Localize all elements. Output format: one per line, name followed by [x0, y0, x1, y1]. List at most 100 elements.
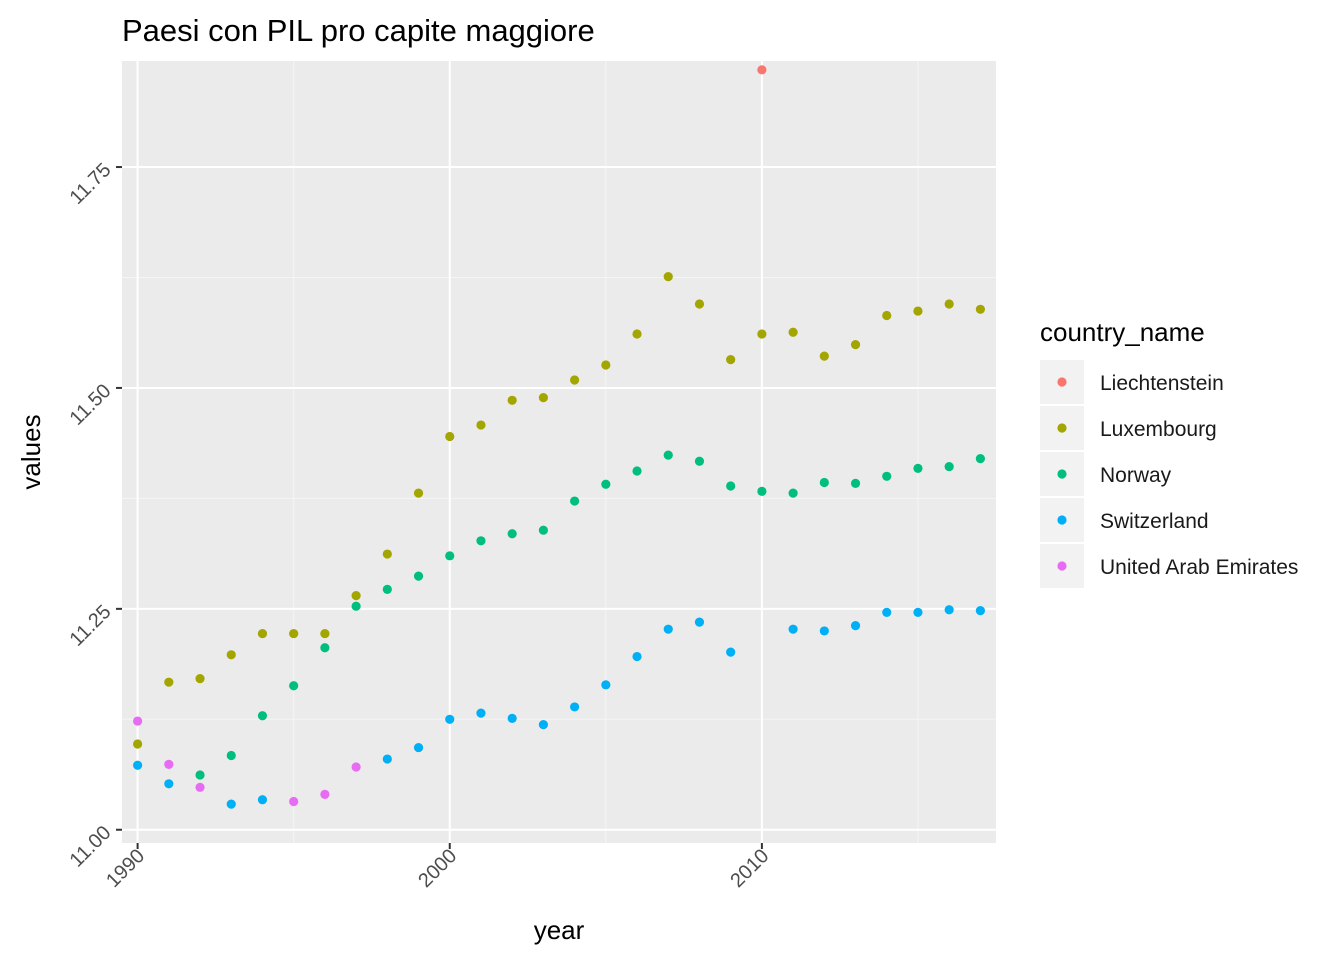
point-luxembourg	[882, 310, 892, 321]
legend-title: country_name	[1040, 317, 1205, 347]
point-switzerland	[788, 624, 798, 634]
point-united-arab-emirates	[164, 759, 174, 769]
y-tick-label: 11.50	[66, 380, 116, 430]
legend-marker-luxembourg	[1057, 423, 1067, 433]
y-tick-label: 11.00	[66, 822, 116, 872]
point-luxembourg	[413, 488, 424, 498]
point-norway	[351, 601, 361, 611]
legend-label-liechtenstein: Liechtenstein	[1100, 372, 1224, 395]
point-norway	[382, 584, 392, 595]
point-norway	[788, 488, 798, 498]
point-luxembourg	[445, 431, 455, 442]
point-switzerland	[538, 719, 548, 730]
point-norway	[975, 454, 985, 464]
point-switzerland	[382, 754, 392, 764]
plot-panel	[122, 61, 996, 843]
point-norway	[694, 456, 705, 466]
point-norway	[601, 479, 611, 489]
grid-minor	[122, 61, 996, 843]
legend-marker-switzerland	[1057, 515, 1067, 525]
point-luxembourg	[788, 327, 798, 337]
point-luxembourg	[850, 340, 861, 350]
point-luxembourg	[133, 739, 143, 749]
point-united-arab-emirates	[133, 716, 143, 726]
x-tick-label: 2000	[414, 845, 461, 892]
legend-label-norway: Norway	[1100, 464, 1172, 487]
x-tick-label: 1990	[102, 845, 149, 892]
grid-major	[122, 61, 996, 843]
point-switzerland	[257, 795, 268, 805]
y-tick-label: 11.75	[66, 159, 116, 209]
point-norway	[226, 750, 236, 761]
point-norway	[850, 478, 861, 488]
point-switzerland	[413, 742, 424, 753]
point-united-arab-emirates	[320, 789, 330, 800]
data-points	[133, 65, 985, 809]
point-luxembourg	[726, 355, 736, 365]
chart-title: Paesi con PIL pro capite maggiore	[122, 13, 595, 48]
point-norway	[663, 450, 673, 460]
point-luxembourg	[226, 650, 236, 660]
point-luxembourg	[507, 395, 517, 405]
y-tick-label: 11.25	[66, 601, 116, 651]
point-luxembourg	[257, 628, 268, 639]
point-luxembourg	[382, 549, 392, 559]
point-luxembourg	[663, 272, 673, 282]
legend: country_name Liechtenstein Luxembourg Norw…	[1040, 317, 1298, 588]
point-norway	[413, 571, 424, 581]
point-norway	[819, 477, 829, 488]
point-switzerland	[507, 713, 517, 724]
point-switzerland	[850, 621, 861, 631]
point-norway	[257, 711, 268, 721]
point-united-arab-emirates	[195, 782, 205, 792]
point-luxembourg	[195, 674, 205, 684]
point-united-arab-emirates	[351, 762, 361, 772]
legend-items: Liechtenstein Luxembourg Norway Switzerland…	[1040, 360, 1298, 588]
y-axis-title: values	[16, 414, 46, 489]
legend-marker-liechtenstein	[1057, 377, 1067, 387]
legend-marker-norway	[1057, 469, 1067, 479]
point-switzerland	[694, 617, 705, 627]
point-switzerland	[632, 651, 642, 662]
point-norway	[726, 481, 736, 491]
point-norway	[320, 643, 330, 653]
point-luxembourg	[320, 628, 330, 639]
x-axis: 1990 2000 2010	[102, 843, 773, 892]
point-luxembourg	[913, 306, 923, 316]
point-luxembourg	[819, 351, 829, 361]
point-switzerland	[944, 605, 954, 615]
point-switzerland	[975, 606, 985, 616]
point-liechtenstein	[757, 65, 767, 75]
x-axis-title: year	[534, 915, 585, 945]
legend-marker-united-arab-emirates	[1057, 561, 1067, 571]
point-switzerland	[913, 607, 923, 617]
point-luxembourg	[694, 299, 705, 309]
point-luxembourg	[570, 375, 580, 385]
point-luxembourg	[975, 304, 985, 314]
point-united-arab-emirates	[289, 796, 299, 807]
point-switzerland	[133, 760, 143, 770]
point-norway	[757, 486, 767, 496]
point-norway	[538, 525, 548, 535]
point-norway	[570, 496, 580, 506]
point-switzerland	[726, 647, 736, 657]
point-switzerland	[476, 708, 486, 718]
legend-label-switzerland: Switzerland	[1100, 510, 1209, 533]
point-norway	[445, 551, 455, 561]
point-luxembourg	[164, 677, 174, 687]
point-switzerland	[445, 714, 455, 724]
point-luxembourg	[944, 299, 954, 309]
point-switzerland	[164, 779, 174, 789]
legend-label-united-arab-emirates: United Arab Emirates	[1100, 556, 1298, 579]
point-norway	[632, 466, 642, 476]
point-norway	[195, 770, 205, 780]
point-luxembourg	[289, 628, 299, 639]
point-switzerland	[819, 626, 829, 636]
point-switzerland	[226, 799, 236, 809]
point-luxembourg	[601, 360, 611, 370]
point-switzerland	[601, 680, 611, 690]
point-luxembourg	[538, 393, 548, 403]
point-norway	[882, 471, 892, 481]
point-norway	[944, 461, 954, 472]
